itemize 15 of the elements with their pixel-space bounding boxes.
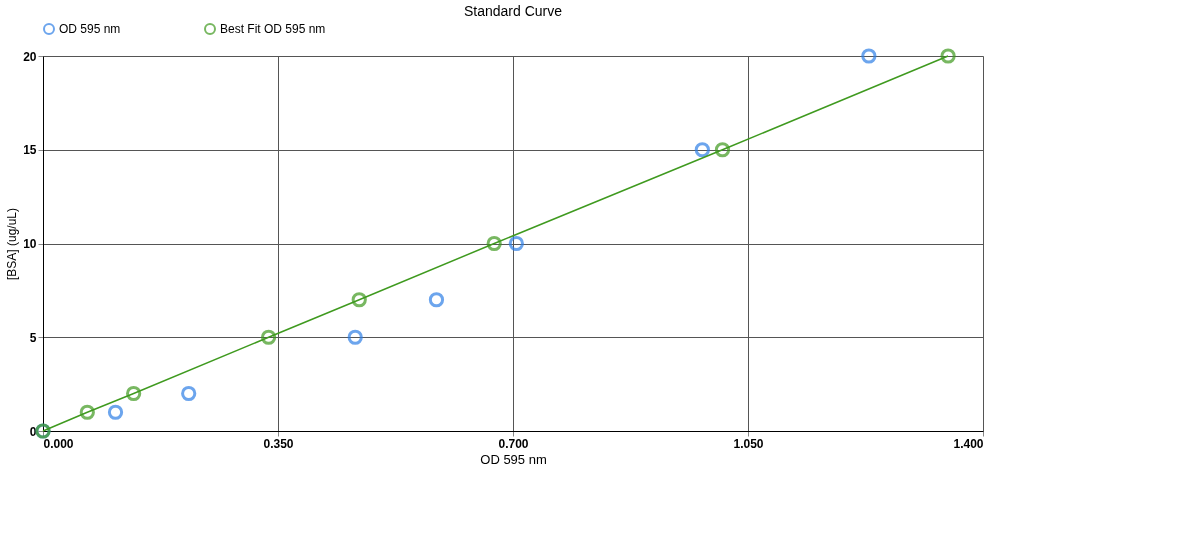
legend-label: Best Fit OD 595 nm: [220, 22, 326, 36]
x-axis-title: OD 595 nm: [480, 451, 547, 467]
y-tick-label: 15: [23, 143, 37, 158]
x-tick-label: 0.350: [263, 436, 294, 451]
x-tick-label: 1.050: [733, 436, 764, 451]
y-tick-label: 0: [29, 424, 37, 439]
legend-label: OD 595 nm: [59, 22, 121, 36]
y-tick-label: 5: [29, 330, 37, 345]
x-tick-label: 0.000: [43, 436, 74, 451]
x-tick-label: 1.400: [953, 436, 984, 451]
x-tick-label: 0.700: [498, 436, 529, 451]
chart-title: Standard Curve: [463, 3, 563, 19]
y-axis-title: [BSA] (ug/uL): [5, 207, 20, 281]
y-tick-label: 10: [23, 237, 37, 251]
y-tick-label: 20: [23, 49, 37, 64]
